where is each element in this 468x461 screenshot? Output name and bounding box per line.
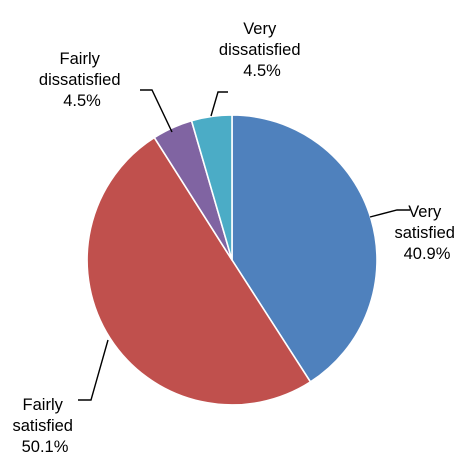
slice-value-fairly-dissatisfied: 4.5%: [63, 92, 101, 110]
slice-label-fairly-dissatisfied: Fairly dissatisfied 4.5%: [39, 50, 125, 110]
leader-line-very-dissatisfied: [210, 91, 228, 117]
slice-label-very-dissatisfied: Very dissatisfied 4.5%: [219, 20, 305, 80]
pie-slice-fairly-satisfied: [86, 136, 312, 406]
slice-label-very-dissatisfied-line2: dissatisfied: [219, 41, 301, 59]
leader-line-very-satisfied: [369, 209, 410, 218]
slice-label-very-satisfied: Very satisfied 40.9%: [394, 203, 459, 263]
pie-slice-very-dissatisfied: [190, 114, 233, 261]
slice-value-fairly-satisfied: 50.1%: [22, 438, 69, 456]
slice-label-very-satisfied-line2: satisfied: [394, 224, 455, 242]
slice-label-very-dissatisfied-line1: Very: [243, 20, 277, 38]
slice-label-very-satisfied-line1: Very: [408, 203, 442, 221]
leader-lines-layer: [78, 89, 410, 401]
slices-layer: [86, 114, 378, 406]
slice-label-fairly-dissatisfied-line2: dissatisfied: [39, 71, 121, 89]
leader-line-fairly-dissatisfied: [140, 89, 173, 133]
slice-label-fairly-satisfied: Fairly satisfied 50.1%: [12, 396, 77, 456]
slice-value-very-satisfied: 40.9%: [404, 245, 451, 263]
slice-label-fairly-satisfied-line1: Fairly: [23, 396, 64, 414]
slice-value-very-dissatisfied: 4.5%: [243, 62, 281, 80]
slice-label-fairly-dissatisfied-line1: Fairly: [60, 50, 101, 68]
slice-label-fairly-satisfied-line2: satisfied: [12, 417, 73, 435]
leader-line-fairly-satisfied: [78, 339, 109, 401]
